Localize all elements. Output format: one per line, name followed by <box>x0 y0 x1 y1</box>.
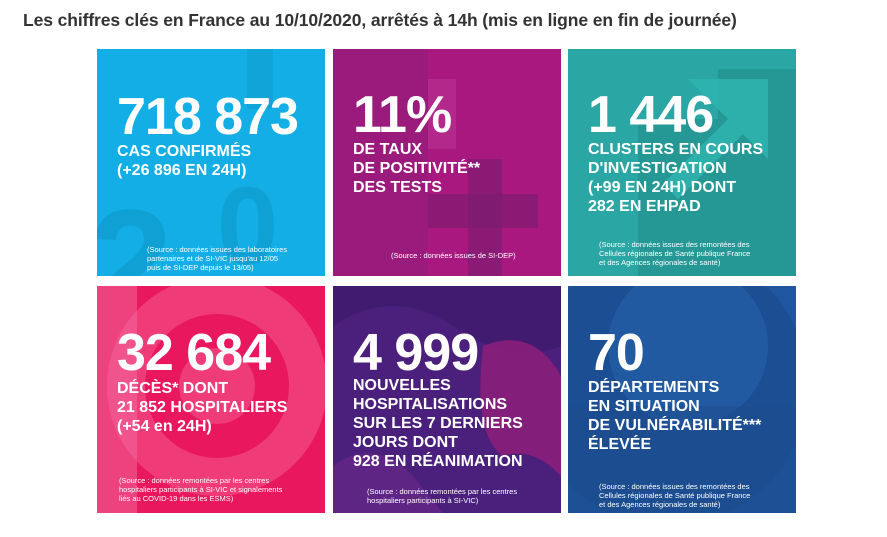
tile-deaths: 32 684 DÉCÈS* DONT 21 852 HOSPITALIERS (… <box>97 286 325 513</box>
hospitalisations-value: 4 999 <box>353 324 479 382</box>
tile-background-graphic <box>333 286 561 513</box>
tile-background-graphic: 2 0 <box>97 49 278 276</box>
tile-background-graphic <box>638 69 796 276</box>
tile-vulnerable-departments: 70 DÉPARTEMENTS EN SITUATION DE VULNÉRAB… <box>568 286 796 513</box>
clusters-label: CLUSTERS EN COURS D'INVESTIGATION (+99 E… <box>588 141 764 215</box>
deaths-value: 32 684 <box>117 324 271 382</box>
clusters-value: 1 446 <box>588 86 714 144</box>
confirmed-cases-label: CAS CONFIRMÉS (+26 896 EN 24H) <box>117 143 252 179</box>
deaths-source: (Source : données remontées par les cent… <box>119 476 283 503</box>
positivity-rate-source: (Source : données issues de SI-DEP) <box>391 251 516 260</box>
positivity-rate-label: DE TAUX DE POSITIVITÉ** DES TESTS <box>353 141 481 196</box>
departments-label: DÉPARTEMENTS EN SITUATION DE VULNÉRABILI… <box>588 379 762 453</box>
tile-confirmed-cases: 2 0 718 873 CAS CONFIRMÉS (+26 896 EN 24… <box>97 49 325 276</box>
hospitalisations-label: NOUVELLES HOSPITALISATIONS SUR LES 7 DER… <box>353 377 523 470</box>
tile-background-graphic <box>568 286 796 513</box>
tile-background-graphic <box>333 49 538 276</box>
svg-text:2: 2 <box>97 178 172 276</box>
tile-positivity-rate: 11% DE TAUX DE POSITIVITÉ** DES TESTS (S… <box>333 49 561 276</box>
tile-hospitalisations: 4 999 NOUVELLES HOSPITALISATIONS SUR LES… <box>333 286 561 513</box>
clusters-source: (Source : données issues des remontées d… <box>599 240 751 267</box>
deaths-label: DÉCÈS* DONT 21 852 HOSPITALIERS (+54 en … <box>117 380 288 435</box>
confirmed-cases-value: 718 873 <box>117 88 299 146</box>
positivity-rate-value: 11% <box>353 86 452 144</box>
tile-background-graphic <box>97 286 325 513</box>
tile-clusters: 1 446 CLUSTERS EN COURS D'INVESTIGATION … <box>568 49 796 276</box>
hospitalisations-source: (Source : données remontées par les cent… <box>367 487 518 505</box>
page-heading: Les chiffres clés en France au 10/10/202… <box>23 10 737 30</box>
svg-text:0: 0 <box>217 165 278 276</box>
departments-value: 70 <box>588 324 645 382</box>
confirmed-cases-source: (Source : données issues des laboratoire… <box>147 245 288 272</box>
departments-source: (Source : données issues des remontées d… <box>599 482 751 509</box>
